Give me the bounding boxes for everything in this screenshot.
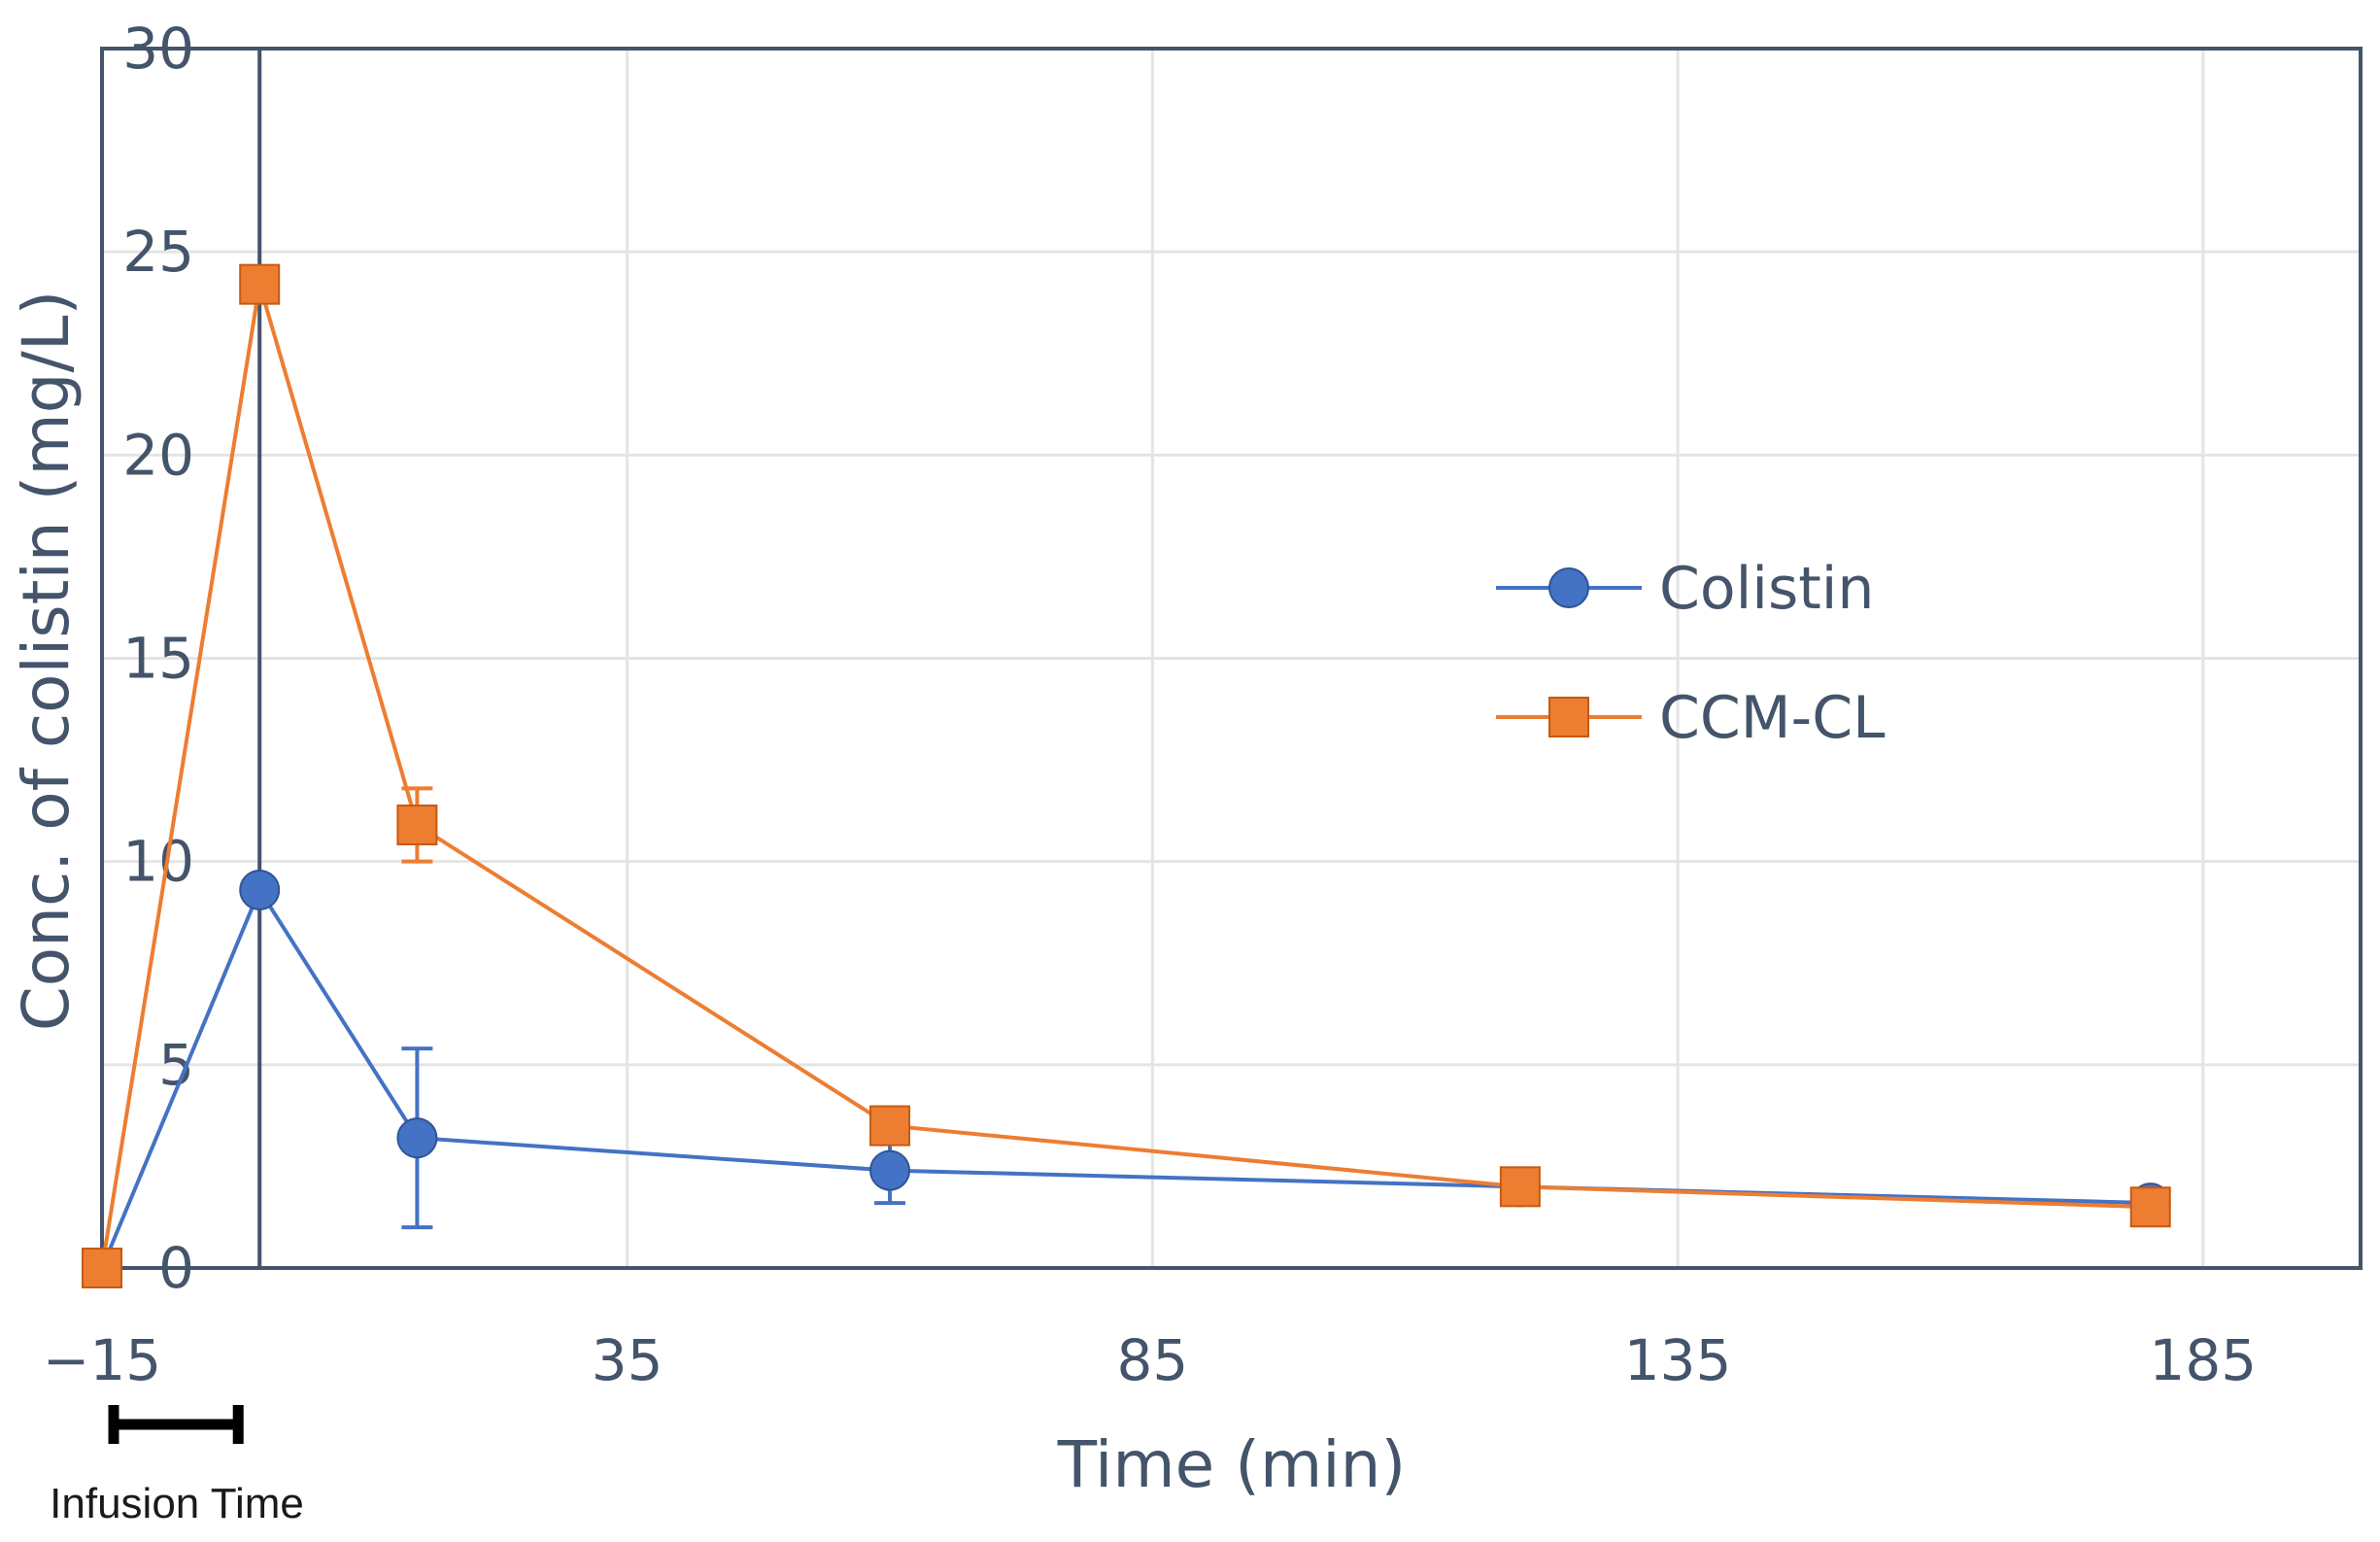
y-tick-label: 30 xyxy=(122,16,194,82)
y-tick-label: 15 xyxy=(122,626,194,692)
data-point xyxy=(239,869,281,910)
x-tick-label: 85 xyxy=(1116,1327,1188,1393)
infusion-time-label: Infusion Time xyxy=(50,1480,304,1527)
gridlines xyxy=(100,47,2361,1270)
legend-item: CCM-CL xyxy=(1496,684,1886,752)
data-point xyxy=(396,1117,438,1159)
series-ccm-cl xyxy=(82,263,2171,1288)
y-axis-title: Conc. of colistin (mg/L) xyxy=(9,291,84,1032)
plot-frame xyxy=(100,47,2363,1270)
legend-label: Colistin xyxy=(1659,555,1874,623)
x-tick-label: 35 xyxy=(592,1327,663,1393)
legend-item: Colistin xyxy=(1496,555,1874,623)
data-point xyxy=(1499,1166,1541,1208)
y-tick-label: 20 xyxy=(122,422,194,488)
x-axis-title: Time (min) xyxy=(1057,1427,1406,1502)
infusion-time-annotation: Infusion Time xyxy=(50,1405,304,1527)
data-point xyxy=(239,263,281,305)
data-point xyxy=(869,1105,911,1147)
legend-marker xyxy=(1548,567,1589,608)
data-point xyxy=(2129,1186,2171,1228)
y-tick-label: 0 xyxy=(158,1235,194,1301)
series-layer xyxy=(82,263,2171,1288)
legend-marker xyxy=(1548,697,1589,737)
data-point xyxy=(82,1248,122,1288)
y-tick-label: 10 xyxy=(122,829,194,895)
x-axis-tick-labels: −15 35 85 135 185 xyxy=(43,1327,2257,1393)
data-point xyxy=(869,1149,911,1191)
x-tick-label: −15 xyxy=(43,1327,161,1393)
legend: Colistin CCM-CL xyxy=(1496,555,1886,752)
data-point xyxy=(396,805,438,846)
legend-label: CCM-CL xyxy=(1659,684,1886,752)
series-colistin xyxy=(82,869,2171,1288)
series-line xyxy=(100,885,2151,1269)
x-tick-label: 185 xyxy=(2149,1327,2257,1393)
x-tick-label: 135 xyxy=(1624,1327,1732,1393)
series-line xyxy=(100,284,2151,1269)
y-tick-label: 25 xyxy=(122,219,194,285)
